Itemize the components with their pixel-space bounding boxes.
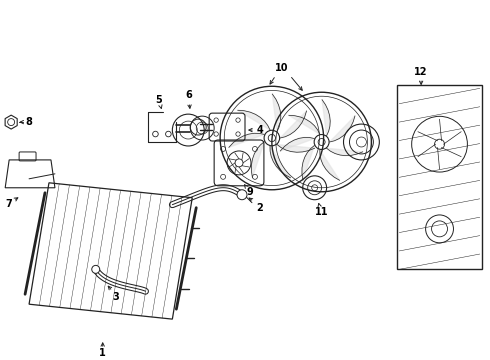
Text: 9: 9	[246, 187, 253, 197]
Polygon shape	[322, 100, 330, 136]
Polygon shape	[289, 115, 320, 134]
Text: 12: 12	[415, 67, 428, 77]
Polygon shape	[270, 146, 291, 178]
Text: 3: 3	[112, 292, 119, 302]
Polygon shape	[238, 110, 270, 130]
Text: 10: 10	[275, 63, 289, 73]
Text: 1: 1	[99, 348, 106, 358]
Polygon shape	[277, 144, 315, 152]
Polygon shape	[280, 138, 315, 151]
Polygon shape	[327, 148, 363, 156]
Polygon shape	[251, 141, 265, 177]
Polygon shape	[272, 94, 281, 131]
Bar	[397, 85, 482, 269]
Polygon shape	[320, 150, 340, 180]
Text: 6: 6	[185, 90, 192, 100]
Text: 7: 7	[6, 199, 13, 209]
Polygon shape	[280, 111, 307, 138]
Polygon shape	[229, 133, 265, 147]
Text: 5: 5	[155, 95, 162, 105]
Text: 8: 8	[25, 117, 32, 127]
Polygon shape	[302, 145, 315, 180]
Polygon shape	[330, 116, 355, 142]
Text: 2: 2	[257, 203, 263, 213]
Text: 4: 4	[257, 125, 263, 135]
Circle shape	[237, 190, 247, 200]
Circle shape	[92, 265, 100, 273]
Text: 11: 11	[315, 207, 328, 217]
